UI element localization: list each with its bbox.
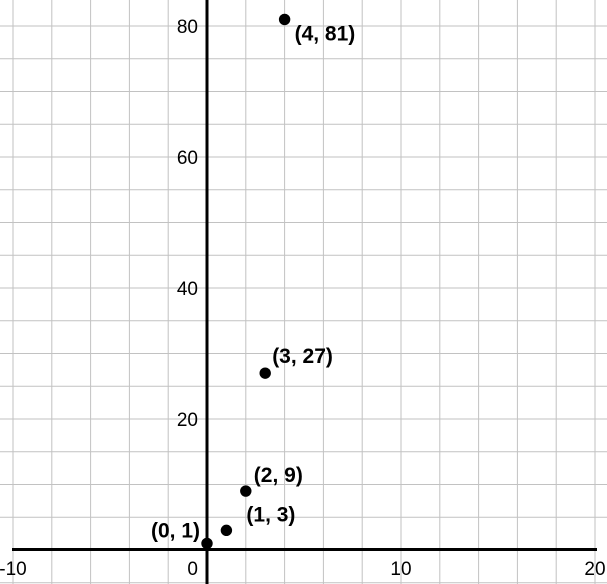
point-label: (1, 3) (246, 503, 295, 526)
point-label: (4, 81) (295, 22, 356, 45)
x-tick-label: 20 (584, 559, 605, 580)
data-point (220, 524, 233, 537)
data-point (240, 485, 252, 497)
point-label: (2, 9) (254, 464, 303, 487)
point-label: (3, 27) (272, 345, 333, 368)
y-tick-label: 40 (177, 279, 198, 300)
x-tick-label: 10 (390, 559, 411, 580)
data-point (259, 367, 271, 379)
x-tick-label: -10 (0, 559, 27, 580)
y-tick-label: 60 (177, 148, 198, 169)
y-tick-label: 80 (177, 17, 198, 38)
data-point (278, 13, 291, 26)
y-tick-label: 20 (177, 410, 198, 431)
data-point (201, 537, 213, 550)
x-tick-label: 0 (187, 559, 198, 580)
point-label: (0, 1) (151, 519, 200, 542)
